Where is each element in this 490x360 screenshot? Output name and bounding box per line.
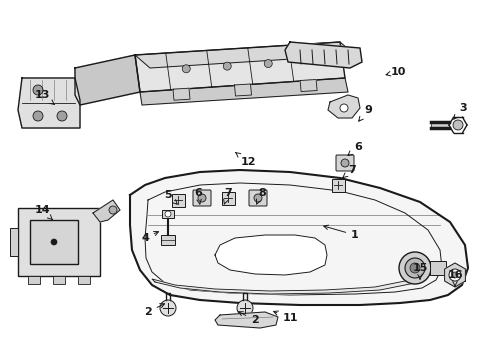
Text: 13: 13 [34, 90, 54, 104]
Polygon shape [285, 42, 362, 68]
Polygon shape [215, 312, 278, 328]
Text: 16: 16 [447, 270, 463, 286]
Text: 5: 5 [164, 190, 177, 204]
Polygon shape [135, 42, 345, 92]
Text: 15: 15 [412, 263, 428, 279]
Circle shape [33, 85, 43, 95]
Circle shape [57, 111, 67, 121]
Polygon shape [215, 235, 327, 275]
Circle shape [198, 194, 206, 202]
Polygon shape [300, 80, 317, 91]
Circle shape [182, 65, 190, 73]
Bar [332, 179, 345, 192]
Bar [172, 194, 185, 207]
Bar [161, 235, 175, 245]
Circle shape [410, 263, 420, 273]
Circle shape [51, 239, 57, 245]
Circle shape [452, 272, 458, 278]
Bar [162, 210, 174, 218]
FancyBboxPatch shape [336, 155, 354, 171]
Text: 7: 7 [223, 188, 232, 204]
Text: 6: 6 [348, 142, 362, 156]
Bar [222, 192, 235, 205]
Bar [18, 208, 100, 276]
Bar [430, 261, 446, 275]
Text: 10: 10 [386, 67, 406, 77]
FancyBboxPatch shape [193, 190, 211, 206]
Polygon shape [140, 78, 348, 105]
Bar [78, 276, 90, 284]
Circle shape [223, 62, 231, 70]
Polygon shape [235, 84, 251, 96]
Text: 9: 9 [359, 105, 372, 121]
Text: 2: 2 [144, 304, 165, 317]
Text: 1: 1 [324, 225, 359, 240]
Circle shape [160, 300, 176, 316]
Text: 2: 2 [239, 312, 259, 325]
Polygon shape [93, 200, 120, 222]
Polygon shape [173, 88, 190, 100]
Text: 7: 7 [343, 165, 356, 177]
Circle shape [165, 211, 171, 217]
Circle shape [33, 111, 43, 121]
Text: 8: 8 [256, 188, 266, 204]
Polygon shape [444, 263, 466, 287]
Text: 3: 3 [454, 103, 467, 119]
Polygon shape [130, 170, 468, 305]
Bar [431, 121, 449, 129]
Circle shape [399, 252, 431, 284]
Circle shape [254, 194, 262, 202]
Bar [28, 276, 40, 284]
Bar [53, 276, 65, 284]
Text: 14: 14 [34, 205, 52, 220]
Polygon shape [18, 78, 80, 128]
Text: 6: 6 [194, 188, 202, 204]
Circle shape [453, 120, 463, 130]
Circle shape [237, 300, 253, 316]
Circle shape [405, 258, 425, 278]
Circle shape [341, 159, 349, 167]
Circle shape [264, 59, 272, 68]
Circle shape [449, 269, 461, 281]
Polygon shape [75, 55, 140, 105]
Text: 12: 12 [236, 152, 256, 167]
Circle shape [340, 104, 348, 112]
Polygon shape [152, 275, 425, 294]
Polygon shape [135, 42, 355, 68]
Circle shape [109, 206, 117, 214]
Bar [10, 228, 18, 256]
Text: 11: 11 [273, 311, 298, 323]
Text: 4: 4 [141, 231, 158, 243]
Polygon shape [328, 95, 360, 118]
FancyBboxPatch shape [249, 190, 267, 206]
Bar [30, 220, 78, 264]
